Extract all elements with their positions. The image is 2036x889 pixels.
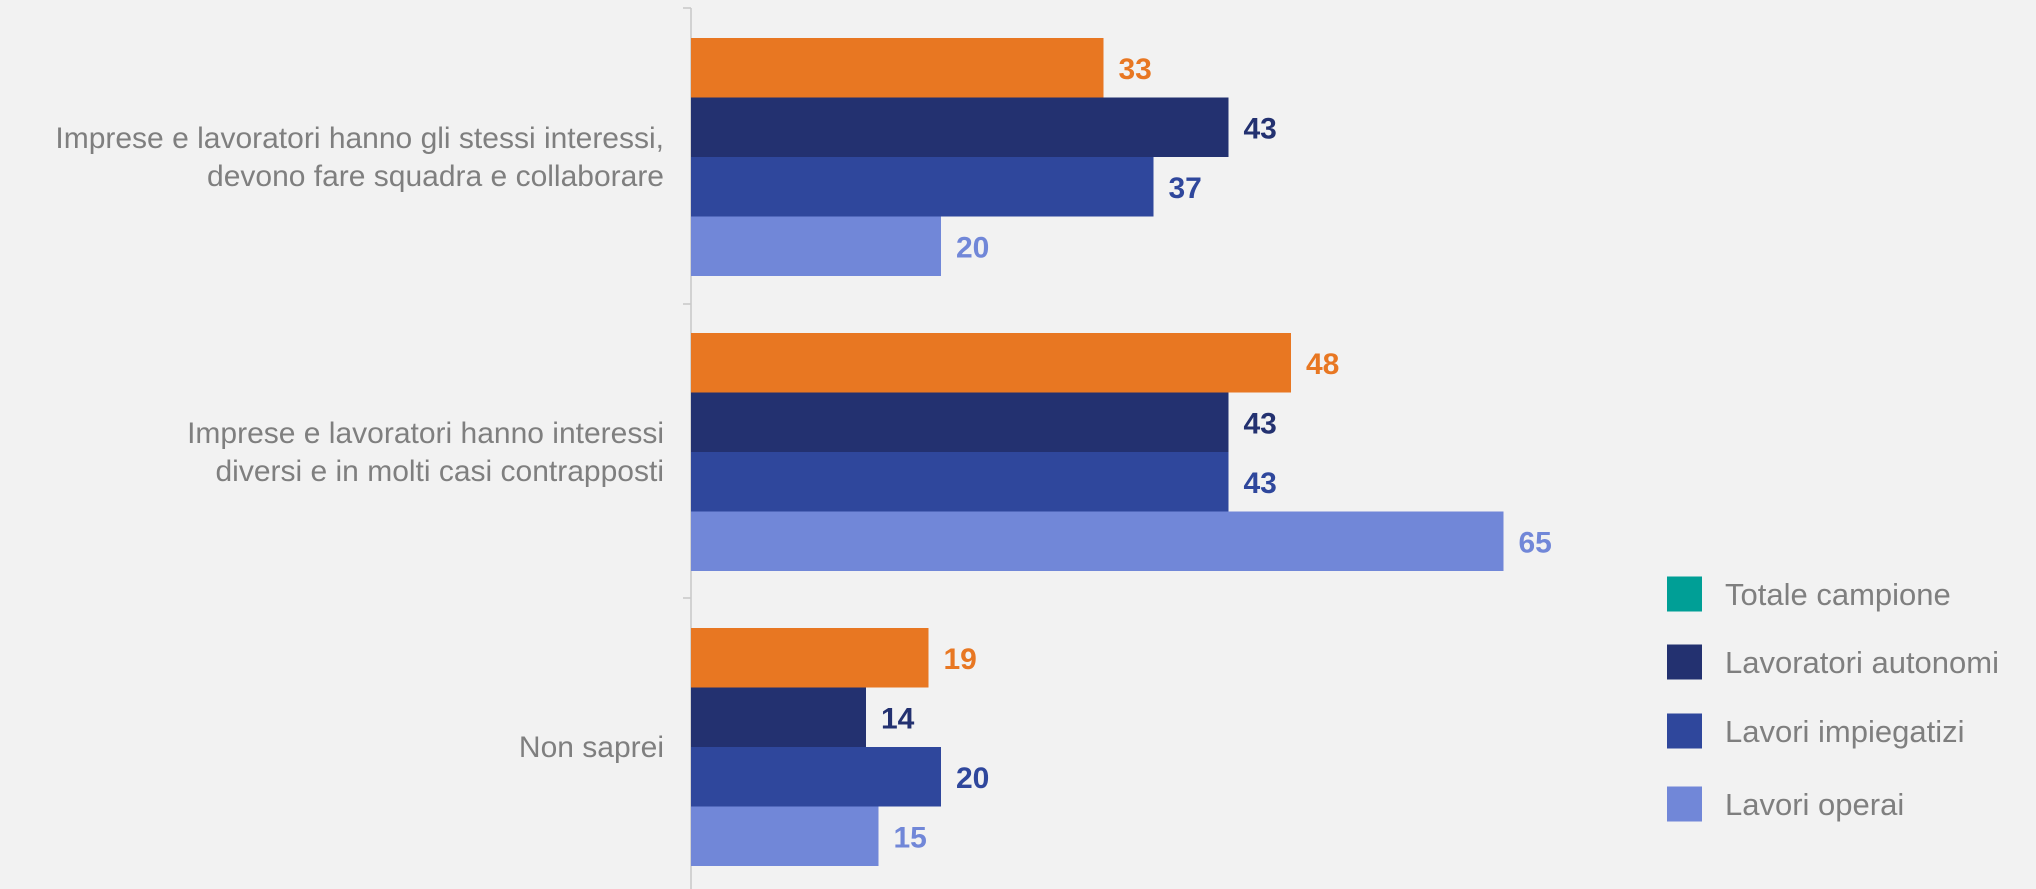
bar-lavoratori-autonomi [691,97,1229,157]
value-label: 19 [944,643,977,676]
value-label: 20 [956,762,989,795]
value-label: 65 [1519,526,1552,559]
bar-lavori-operai [691,216,941,276]
value-label: 43 [1244,467,1277,500]
value-label: 20 [956,231,989,264]
value-label: 33 [1119,53,1152,86]
bar-lavori-impiegatizi [691,452,1229,512]
category-label-line: devono fare squadra e collaborare [207,160,664,193]
value-label: 43 [1244,112,1277,145]
category-label: Non saprei [519,731,664,764]
legend-label: Totale campione [1725,577,1951,612]
bar-lavori-operai [691,511,1504,571]
legend-swatch [1667,576,1702,612]
category-label: Imprese e lavoratori hanno gli stessi in… [55,122,664,193]
category-axis [683,7,692,889]
bar-totale-campione [691,628,929,688]
legend-swatch [1667,786,1702,822]
category-label-line: diversi e in molti casi contrapposti [215,455,664,488]
value-label: 37 [1169,172,1202,205]
bars [691,38,1504,866]
category-label-line: Non saprei [519,731,664,764]
legend-swatch [1667,713,1702,749]
legend-swatch [1667,644,1702,680]
legend-label: Lavori operai [1725,787,1904,822]
value-labels: 33 43 37 20 48 43 43 65 19 14 20 15 [881,53,1552,855]
legend-label: Lavori impiegatizi [1725,714,1965,749]
bar-totale-campione [691,38,1104,98]
bar-totale-campione [691,333,1291,393]
value-label: 14 [881,702,915,735]
bar-lavori-operai [691,806,879,866]
category-label-line: Imprese e lavoratori hanno gli stessi in… [55,122,664,155]
value-label: 43 [1244,407,1277,440]
category-label-line: Imprese e lavoratori hanno interessi [187,417,664,450]
bar-lavori-impiegatizi [691,157,1154,217]
value-label: 48 [1306,348,1339,381]
legend: Totale campione Lavoratori autonomi Lavori… [1667,576,1999,822]
legend-label: Lavoratori autonomi [1725,645,1999,680]
bar-lavoratori-autonomi [691,687,866,747]
category-labels: Imprese e lavoratori hanno gli stessi in… [55,122,664,764]
bar-lavoratori-autonomi [691,392,1229,452]
value-label: 15 [894,821,927,854]
category-label: Imprese e lavoratori hanno interessi dive… [187,417,664,488]
bar-lavori-impiegatizi [691,747,941,807]
